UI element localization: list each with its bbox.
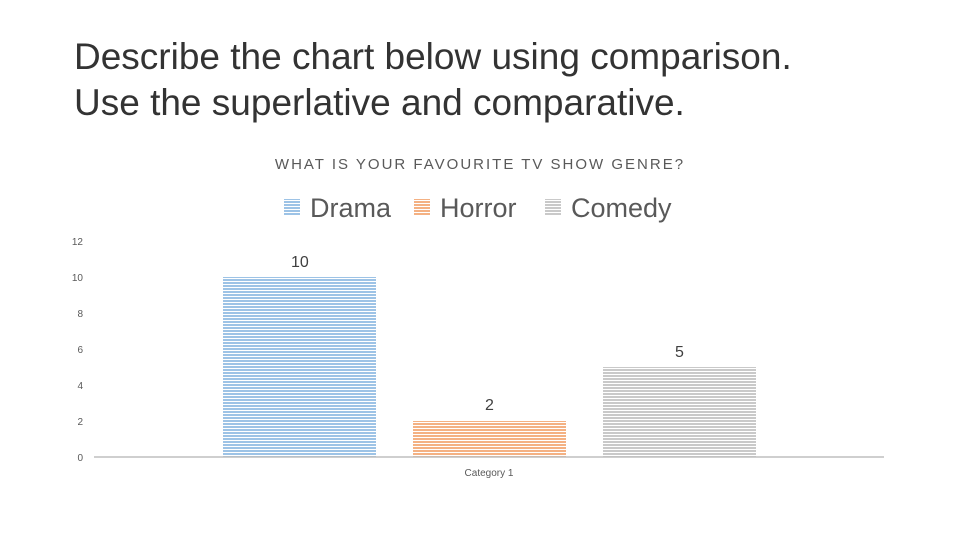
y-tick-label: 6 (77, 345, 83, 356)
slide-title-line-1: Describe the chart below using compariso… (74, 36, 792, 77)
slide-title: Describe the chart below using compariso… (74, 34, 934, 126)
legend-label-horror: Horror (440, 193, 517, 223)
legend-label-comedy: Comedy (571, 193, 672, 223)
legend-label-drama: Drama (310, 193, 392, 223)
legend-swatch-horror (414, 199, 430, 215)
bar-horror (413, 421, 566, 457)
x-category-label: Category 1 (465, 468, 514, 479)
data-label-horror: 2 (485, 397, 494, 414)
bars: 10 2 5 (223, 254, 756, 457)
y-tick-label: 8 (77, 309, 83, 320)
data-label-comedy: 5 (675, 344, 684, 361)
y-tick-label: 12 (72, 237, 84, 248)
chart-title: WHAT IS YOUR FAVOURITE TV SHOW GENRE? (275, 156, 685, 173)
bar-drama (223, 277, 376, 457)
bar-comedy (603, 367, 756, 457)
chart-legend: Drama Horror Comedy (284, 193, 672, 223)
data-label-drama: 10 (291, 254, 309, 271)
legend-swatch-drama (284, 199, 300, 215)
y-tick-label: 10 (72, 273, 84, 284)
slide-title-line-2: Use the superlative and comparative. (74, 82, 685, 123)
y-tick-label: 4 (77, 381, 83, 392)
legend-swatch-comedy (545, 199, 561, 215)
y-axis: 0 2 4 6 8 10 12 (72, 237, 84, 464)
x-axis: Category 1 (465, 468, 514, 479)
y-tick-label: 0 (77, 453, 83, 464)
y-tick-label: 2 (77, 417, 83, 428)
